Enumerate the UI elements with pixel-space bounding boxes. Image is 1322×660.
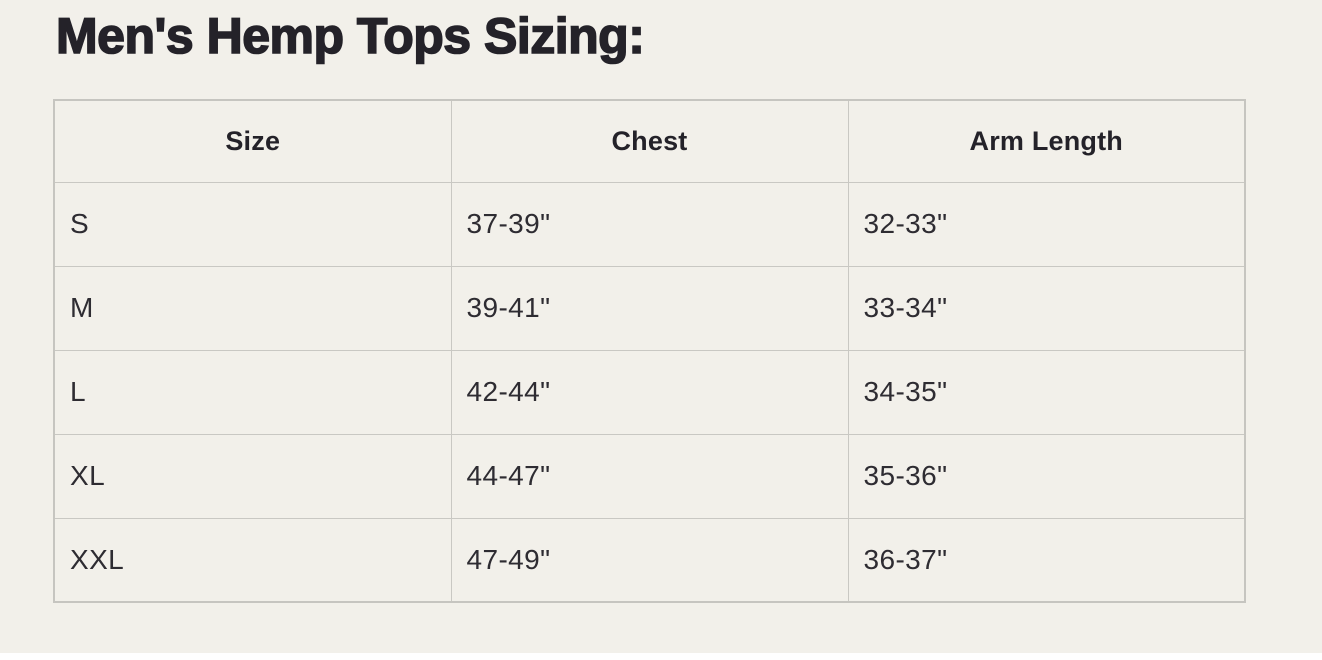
- cell-arm-length: 32-33": [847, 181, 1246, 267]
- cell-arm-length: 34-35": [847, 349, 1246, 435]
- cell-chest: 44-47": [450, 433, 849, 519]
- sizing-table: Size Chest Arm Length S 37-39" 32-33" M …: [53, 99, 1246, 603]
- cell-arm-length: 36-37": [847, 517, 1246, 603]
- cell-chest: 47-49": [450, 517, 849, 603]
- cell-size: XL: [53, 433, 452, 519]
- cell-chest: 39-41": [450, 265, 849, 351]
- sizing-table-header: Size Chest Arm Length: [53, 99, 1246, 183]
- column-header-size: Size: [53, 99, 452, 183]
- cell-arm-length: 33-34": [847, 265, 1246, 351]
- page-title: Men's Hemp Tops Sizing:: [55, 7, 645, 65]
- table-row: XXL 47-49" 36-37": [53, 517, 1246, 603]
- table-row: XL 44-47" 35-36": [53, 433, 1246, 519]
- cell-chest: 42-44": [450, 349, 849, 435]
- page-bottom-strip: [0, 653, 1322, 660]
- table-row: M 39-41" 33-34": [53, 265, 1246, 351]
- sizing-table-body: S 37-39" 32-33" M 39-41" 33-34" L 42-44"…: [53, 181, 1246, 603]
- cell-arm-length: 35-36": [847, 433, 1246, 519]
- cell-size: S: [53, 181, 452, 267]
- table-header-row: Size Chest Arm Length: [53, 99, 1246, 183]
- column-header-arm-length: Arm Length: [847, 99, 1246, 183]
- table-row: S 37-39" 32-33": [53, 181, 1246, 267]
- table-row: L 42-44" 34-35": [53, 349, 1246, 435]
- cell-size: M: [53, 265, 452, 351]
- column-header-chest: Chest: [450, 99, 849, 183]
- cell-chest: 37-39": [450, 181, 849, 267]
- cell-size: XXL: [53, 517, 452, 603]
- cell-size: L: [53, 349, 452, 435]
